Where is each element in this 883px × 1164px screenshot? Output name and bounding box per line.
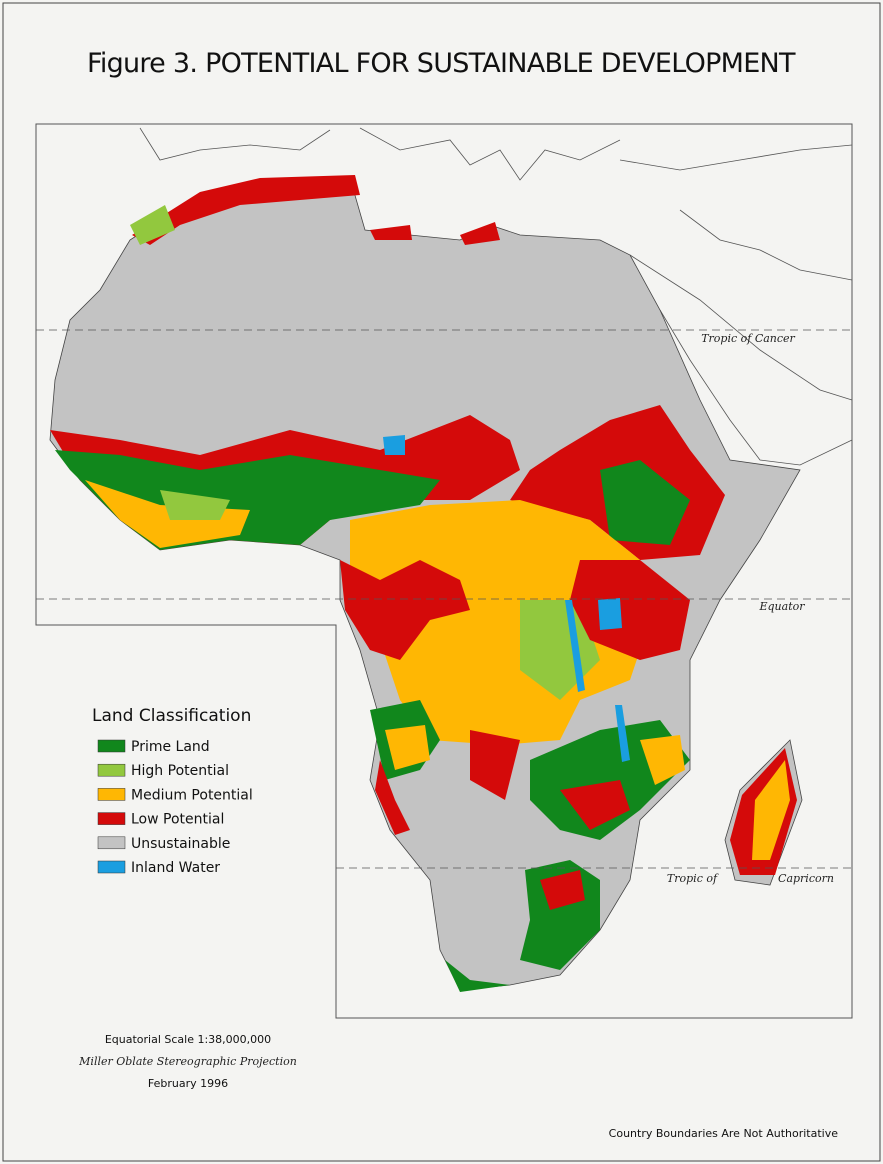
legend-label: Unsustainable (131, 836, 230, 852)
land-class-area (370, 225, 412, 240)
land-class-area (383, 435, 405, 455)
land-class-area (340, 560, 470, 660)
land-class-area (85, 480, 250, 548)
land-class-area (565, 600, 585, 692)
land-class-area (375, 760, 410, 835)
land-class-area (560, 780, 630, 830)
land-class-area (540, 870, 585, 910)
legend-swatch (97, 739, 126, 753)
land-class-area (600, 460, 690, 545)
land-class-area (385, 725, 430, 770)
legend-label: Prime Land (131, 739, 210, 755)
legend-label: Medium Potential (131, 787, 253, 803)
land-class-area (615, 705, 630, 762)
land-class-area (132, 175, 360, 245)
legend-label: Low Potential (131, 812, 224, 828)
map-frame (35, 123, 853, 1019)
land-class-area (570, 560, 690, 660)
land-class-area (445, 960, 510, 992)
legend-label: Inland Water (131, 860, 220, 876)
legend-swatch (97, 788, 126, 801)
land-class-area (470, 730, 520, 800)
latitude-lines (36, 329, 852, 869)
tropic-capricorn-label: Capricorn (778, 872, 834, 885)
scale-text: Equatorial Scale 1:38,000,000 (105, 1033, 271, 1046)
title: Figure 3. POTENTIAL FOR SUSTAINABLE DEVE… (87, 48, 797, 79)
legend: Prime Land High Potential Medium Potential… (97, 739, 253, 876)
legend-label: High Potential (131, 763, 229, 779)
projection-text: Miller Oblate Stereographic Projection (78, 1055, 297, 1068)
legend-swatch (97, 836, 126, 850)
date-text: February 1996 (148, 1077, 228, 1090)
tropic-capricorn-label: Tropic of (667, 872, 719, 885)
tropic-cancer-label: Tropic of Cancer (701, 332, 795, 345)
legend-swatch (97, 763, 126, 777)
land-class-area (460, 222, 500, 245)
legend-swatch (97, 860, 126, 874)
land-class-area (160, 490, 230, 520)
outside-coastlines (139, 127, 853, 466)
land-class-area (598, 598, 622, 630)
africa (49, 175, 803, 992)
land-class-area (640, 735, 685, 785)
legend-swatch (97, 812, 126, 825)
land-class-area (752, 760, 790, 860)
equator-label: Equator (758, 600, 805, 613)
footer-note: Country Boundaries Are Not Authoritative (609, 1127, 839, 1140)
land-class-area (130, 205, 175, 245)
legend-title: Land Classification (92, 706, 251, 726)
